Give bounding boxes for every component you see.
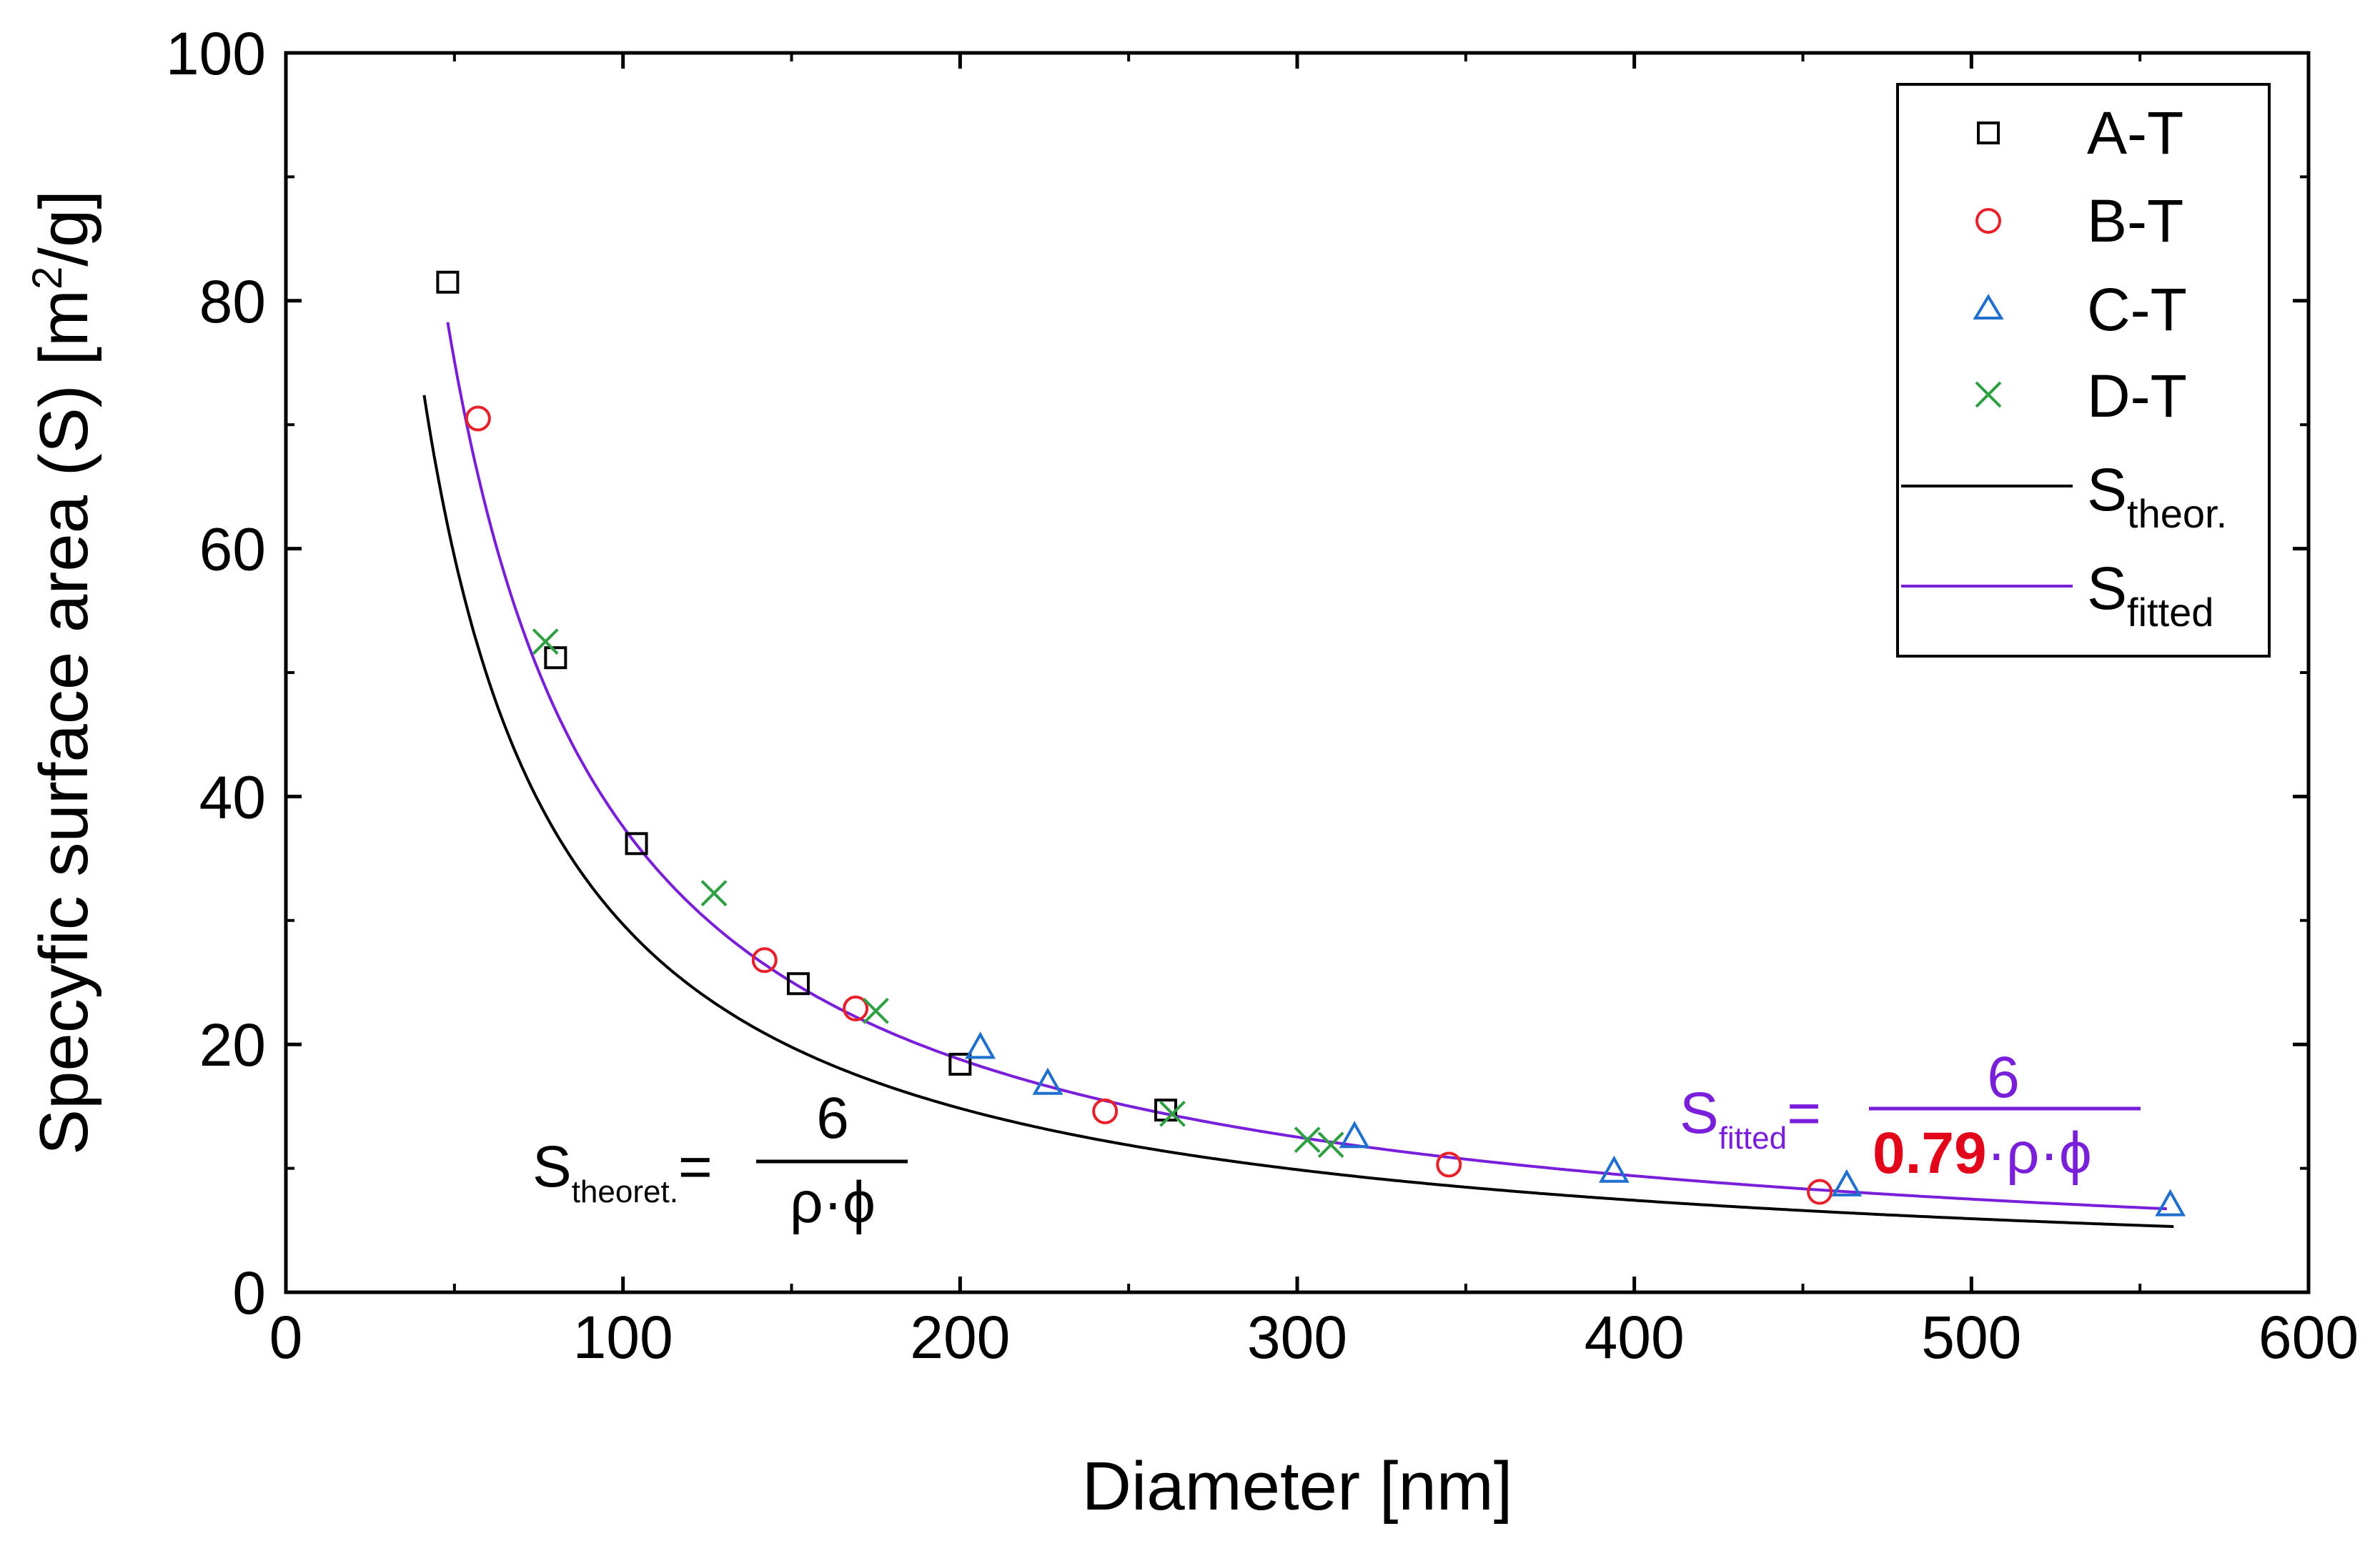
fitted-formula-denominator: 0.79·ρ·ϕ: [1873, 1121, 2092, 1186]
data-point-a-t: [786, 972, 810, 996]
y-tick-label: 40: [199, 763, 266, 831]
x-tick-label: 600: [2258, 1304, 2359, 1371]
legend: A-T B-T C-T D-T Stheor. Sfitted: [1896, 83, 2271, 658]
x-axis: 0 100 200 300 400 500 600: [269, 53, 2359, 1371]
x-axis-title: Diameter [nm]: [1082, 1448, 1513, 1525]
x-tick-label: 500: [1921, 1304, 2021, 1371]
y-tick-label: 80: [199, 268, 266, 335]
data-point-b-t: [1807, 1179, 1833, 1205]
y-axis: 0 20 40 60 80 100: [166, 20, 2309, 1327]
y-tick-label: 20: [199, 1011, 266, 1079]
data-point-d-t: [532, 628, 559, 655]
legend-marker-d-t: [1975, 381, 2002, 408]
data-point-d-t: [700, 880, 728, 907]
theoretical-formula-numerator: 6: [816, 1086, 849, 1151]
legend-marker-a-t: [1977, 122, 2000, 144]
fitted-formula-lhs: Sfitted=: [1680, 1081, 1821, 1156]
theoretical-formula-denominator: ρ·ϕ: [790, 1170, 876, 1235]
fitted-formula: Sfitted= 6 0.79·ρ·ϕ: [1680, 1045, 2141, 1186]
data-point-a-t: [625, 832, 648, 856]
data-point-a-t: [948, 1052, 972, 1076]
x-tick-label: 300: [1247, 1304, 1347, 1371]
legend-label-b-t: B-T: [2087, 187, 2183, 254]
legend-label-a-t: A-T: [2087, 99, 2183, 167]
legend-label-d-t: D-T: [2087, 362, 2187, 430]
y-axis-title: Specyfic surface area (S) [m2/g]: [24, 190, 102, 1155]
x-tick-label: 100: [573, 1304, 673, 1371]
y-tick-label: 0: [232, 1259, 266, 1327]
legend-label-fitted: Sfitted: [2087, 555, 2213, 635]
fitted-formula-numerator: 6: [1987, 1045, 2020, 1110]
theoretical-curve: [422, 395, 2174, 1229]
legend-marker-b-t: [1975, 208, 2001, 234]
fitted-factor: 0.79: [1873, 1121, 1987, 1186]
x-tick-label: 0: [269, 1304, 303, 1371]
y-tick-label: 60: [199, 516, 266, 583]
data-point-d-t: [1159, 1100, 1186, 1127]
data-point-a-t: [544, 646, 567, 670]
data-markers: [436, 270, 2186, 1217]
data-point-d-t: [1317, 1131, 1344, 1159]
data-point-d-t: [1294, 1126, 1321, 1154]
data-point-b-t: [1092, 1098, 1119, 1124]
legend-box: [1896, 83, 2271, 658]
data-point-c-t: [1831, 1169, 1863, 1196]
legend-marker-c-t: [1973, 294, 2004, 319]
x-tick-label: 200: [910, 1304, 1010, 1371]
y-tick-label: 100: [166, 20, 266, 87]
data-point-a-t: [1154, 1099, 1178, 1122]
data-point-b-t: [751, 947, 778, 973]
legend-label-c-t: C-T: [2087, 276, 2187, 343]
legend-label-theor: Stheor.: [2087, 456, 2227, 536]
data-point-b-t: [465, 405, 491, 432]
data-point-b-t: [843, 995, 869, 1021]
data-point-c-t: [2155, 1189, 2186, 1217]
data-point-c-t: [1598, 1155, 1630, 1183]
data-point-c-t: [1032, 1067, 1063, 1095]
x-tick-label: 400: [1585, 1304, 1685, 1371]
data-point-a-t: [436, 270, 460, 294]
data-point-c-t: [965, 1031, 996, 1059]
data-point-d-t: [863, 997, 889, 1024]
data-point-b-t: [1436, 1151, 1462, 1178]
theoretical-formula: Stheoret.= 6 ρ·ϕ: [532, 1086, 908, 1235]
data-point-c-t: [1339, 1121, 1370, 1149]
theoretical-formula-lhs: Stheoret.=: [532, 1134, 713, 1209]
